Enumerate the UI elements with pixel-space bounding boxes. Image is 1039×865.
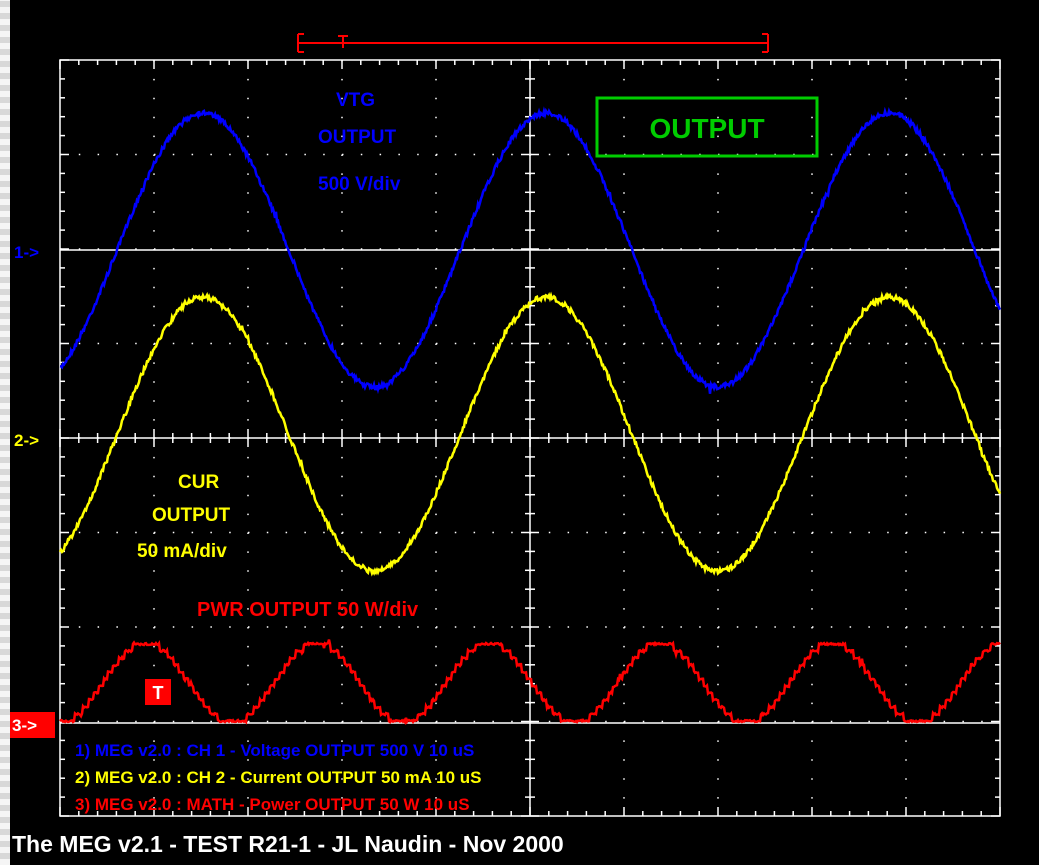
voltage-label-output: OUTPUT bbox=[318, 127, 397, 148]
power-label: PWR OUTPUT 50 W/div bbox=[197, 599, 419, 621]
channel-2-marker[interactable]: 2-> bbox=[14, 431, 39, 450]
legend-entry-2: 2) MEG v2.0 : CH 2 - Current OUTPUT 50 m… bbox=[75, 768, 482, 787]
caption: The MEG v2.1 - TEST R21-1 - JL Naudin - … bbox=[12, 831, 564, 857]
output-box-label: OUTPUT bbox=[649, 113, 764, 144]
output-box bbox=[595, 96, 819, 158]
series-line-power bbox=[59, 639, 1001, 726]
legend-entry-3: 3) MEG v2.0 : MATH - Power OUTPUT 50 W 1… bbox=[75, 795, 470, 814]
voltage-label-title: VTG bbox=[336, 90, 375, 111]
current-label-title: CUR bbox=[178, 472, 219, 493]
current-label-output: OUTPUT bbox=[152, 505, 231, 526]
current-scale-label: 50 mA/div bbox=[137, 541, 227, 562]
time-cursor-bracket[interactable] bbox=[297, 33, 769, 53]
voltage-scale-label: 500 V/div bbox=[318, 174, 401, 195]
legend-entry-1: 1) MEG v2.0 : CH 1 - Voltage OUTPUT 500 … bbox=[75, 741, 474, 760]
channel-3-marker-box bbox=[10, 712, 55, 738]
trigger-marker-box bbox=[145, 679, 171, 705]
channel-1-marker[interactable]: 1-> bbox=[14, 243, 39, 262]
channel-3-marker[interactable]: 3-> bbox=[12, 716, 37, 735]
grid bbox=[59, 59, 1001, 817]
series-line-current bbox=[58, 291, 1002, 577]
series-line-voltage bbox=[59, 106, 1002, 395]
left-border-strip bbox=[0, 0, 10, 865]
trigger-marker[interactable]: T bbox=[153, 683, 164, 703]
